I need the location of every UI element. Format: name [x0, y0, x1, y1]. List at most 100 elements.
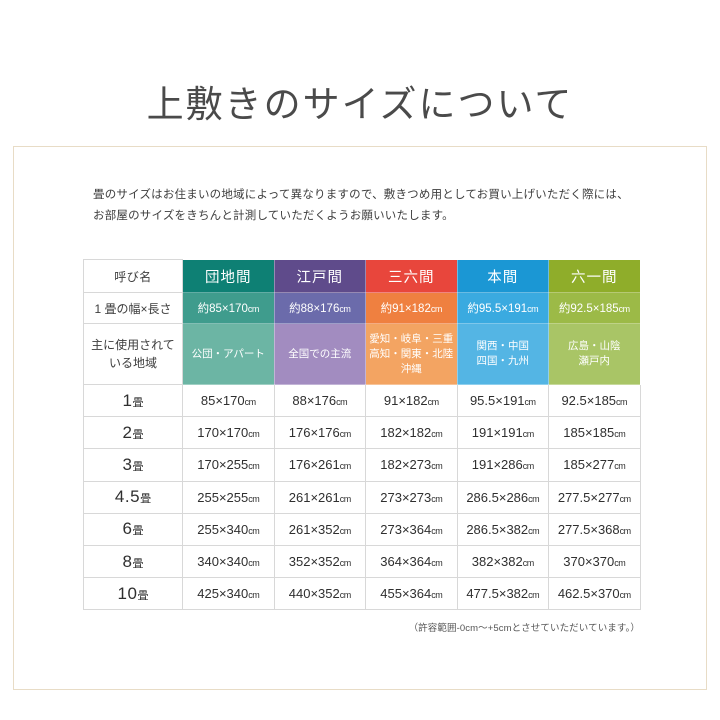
unit-cm: cm: [614, 429, 626, 440]
unit-cm: cm: [522, 461, 535, 472]
cell-r3-c3: 182×273cm: [365, 448, 458, 482]
row-label-6: 8畳: [83, 544, 183, 579]
table-row: 1畳 85×170cm 88×176cm 91×182cm 95.5×191cm 92.5…: [83, 383, 641, 418]
unit-jo: 畳: [132, 428, 144, 441]
unit-jo: 畳: [132, 557, 144, 570]
unit-cm: cm: [248, 525, 260, 536]
row-label-7: 10畳: [83, 577, 183, 611]
unit-cm: cm: [522, 558, 535, 569]
region-value-5: 広島・山陰 瀬戸内: [548, 323, 641, 385]
cell-r2-c3: 182×182cm: [365, 416, 458, 450]
column-header-4: 本間: [456, 259, 549, 293]
unit-cm: cm: [527, 304, 539, 314]
row-label-4: 4.5畳: [83, 480, 183, 514]
region-value-1: 公団・アパート: [182, 323, 275, 385]
region-row: 主に使用されて いる地域 公団・アパート 全国での主流 愛知・岐阜・三重 高知・関東・北陸…: [83, 323, 641, 385]
page-title: 上敷きのサイズについて: [146, 85, 574, 126]
cell-r1-c2: 88×176cm: [273, 383, 366, 418]
cell-r6-c2: 352×352cm: [273, 544, 366, 579]
unit-cm: cm: [339, 461, 352, 472]
unit-cm: cm: [427, 397, 440, 408]
unit-cm: cm: [248, 429, 260, 440]
cell-r7-c5: 462.5×370cm: [548, 577, 641, 611]
unit-cm: cm: [618, 304, 631, 314]
unit-cm: cm: [339, 429, 352, 440]
unit-cm: cm: [248, 493, 260, 504]
cell-r6-c1: 340×340cm: [182, 544, 275, 579]
unit-cm: cm: [431, 461, 443, 472]
cell-r3-c1: 170×255cm: [182, 448, 275, 482]
unit-jo: 畳: [140, 493, 152, 506]
unit-cm: cm: [614, 461, 626, 472]
cell-r1-c5: 92.5×185cm: [548, 383, 641, 418]
cell-r7-c4: 477.5×382cm: [456, 577, 549, 611]
unit-cm: cm: [522, 429, 535, 440]
cell-r1-c4: 95.5×191cm: [456, 383, 549, 418]
cell-r5-c2: 261×352cm: [273, 512, 366, 546]
one-mat-size-4: 約95.5×191cm: [456, 292, 549, 324]
unit-cm: cm: [248, 590, 260, 601]
column-header-3: 三六間: [365, 259, 458, 293]
unit-cm: cm: [336, 397, 348, 408]
row-label-2: 2畳: [83, 416, 183, 450]
cell-r5-c3: 273×364cm: [365, 512, 458, 546]
unit-cm: cm: [619, 493, 632, 504]
cell-r6-c4: 382×382cm: [456, 544, 549, 579]
unit-cm: cm: [431, 429, 443, 440]
cell-r2-c1: 170×170cm: [182, 416, 275, 450]
unit-jo: 畳: [137, 589, 149, 602]
one-mat-size-3: 約91×182cm: [365, 292, 458, 324]
cell-r7-c3: 455×364cm: [365, 577, 458, 611]
region-value-4: 関西・中国 四国・九州: [456, 323, 549, 385]
cell-r7-c1: 425×340cm: [182, 577, 275, 611]
cell-r7-c2: 440×352cm: [273, 577, 366, 611]
cell-r2-c4: 191×191cm: [456, 416, 549, 450]
unit-cm: cm: [528, 590, 540, 601]
unit-cm: cm: [528, 525, 540, 536]
table-header-row: 呼び名 団地間 江戸間 三六間 本間 六一間: [83, 259, 641, 293]
unit-cm: cm: [339, 558, 352, 569]
unit-jo: 畳: [132, 396, 144, 409]
region-value-2: 全国での主流: [273, 323, 366, 385]
unit-cm: cm: [244, 397, 257, 408]
cell-r5-c4: 286.5×382cm: [456, 512, 549, 546]
table-row: 4.5畳 255×255cm 261×261cm 273×273cm 286.5×286…: [83, 480, 641, 514]
unit-cm: cm: [339, 304, 351, 314]
one-mat-size-5: 約92.5×185cm: [548, 292, 641, 324]
unit-jo: 畳: [132, 525, 144, 538]
unit-cm: cm: [247, 304, 260, 314]
cell-r2-c2: 176×176cm: [273, 416, 366, 450]
unit-cm: cm: [339, 493, 352, 504]
row-label-1: 1畳: [83, 383, 183, 418]
row-label-5: 6畳: [83, 512, 183, 546]
column-header-1: 団地間: [182, 259, 275, 293]
unit-cm: cm: [524, 397, 537, 408]
cell-r6-c3: 364×364cm: [365, 544, 458, 579]
cell-r1-c1: 85×170cm: [182, 383, 275, 418]
cell-r4-c4: 286.5×286cm: [456, 480, 549, 514]
unit-cm: cm: [431, 558, 443, 569]
one-mat-size-row: 1 畳の幅×長さ 約85×170cm 約88×176cm 約91×182cm 約95.5…: [83, 292, 641, 324]
unit-cm: cm: [614, 558, 626, 569]
unit-jo: 畳: [132, 460, 144, 473]
unit-cm: cm: [616, 397, 628, 408]
cell-r3-c4: 191×286cm: [456, 448, 549, 482]
header-label-name: 呼び名: [83, 259, 183, 293]
cell-r5-c1: 255×340cm: [182, 512, 275, 546]
unit-cm: cm: [619, 590, 632, 601]
column-header-5: 六一間: [548, 259, 641, 293]
unit-cm: cm: [431, 525, 443, 536]
cell-r1-c3: 91×182cm: [365, 383, 458, 418]
cell-r4-c2: 261×261cm: [273, 480, 366, 514]
region-value-3: 愛知・岐阜・三重 高知・関東・北陸 沖縄: [365, 323, 458, 385]
one-mat-size-2: 約88×176cm: [273, 292, 366, 324]
tolerance-note: （許容範囲-0cm〜+5cmとさせていただいています。）: [408, 623, 640, 634]
unit-cm: cm: [339, 525, 352, 536]
table-row: 8畳 340×340cm 352×352cm 364×364cm 382×382cm 37…: [83, 544, 641, 579]
table-row: 6畳 255×340cm 261×352cm 273×364cm 286.5×382cm…: [83, 512, 641, 546]
unit-cm: cm: [431, 590, 443, 601]
cell-r4-c1: 255×255cm: [182, 480, 275, 514]
unit-cm: cm: [431, 493, 443, 504]
cell-r5-c5: 277.5×368cm: [548, 512, 641, 546]
